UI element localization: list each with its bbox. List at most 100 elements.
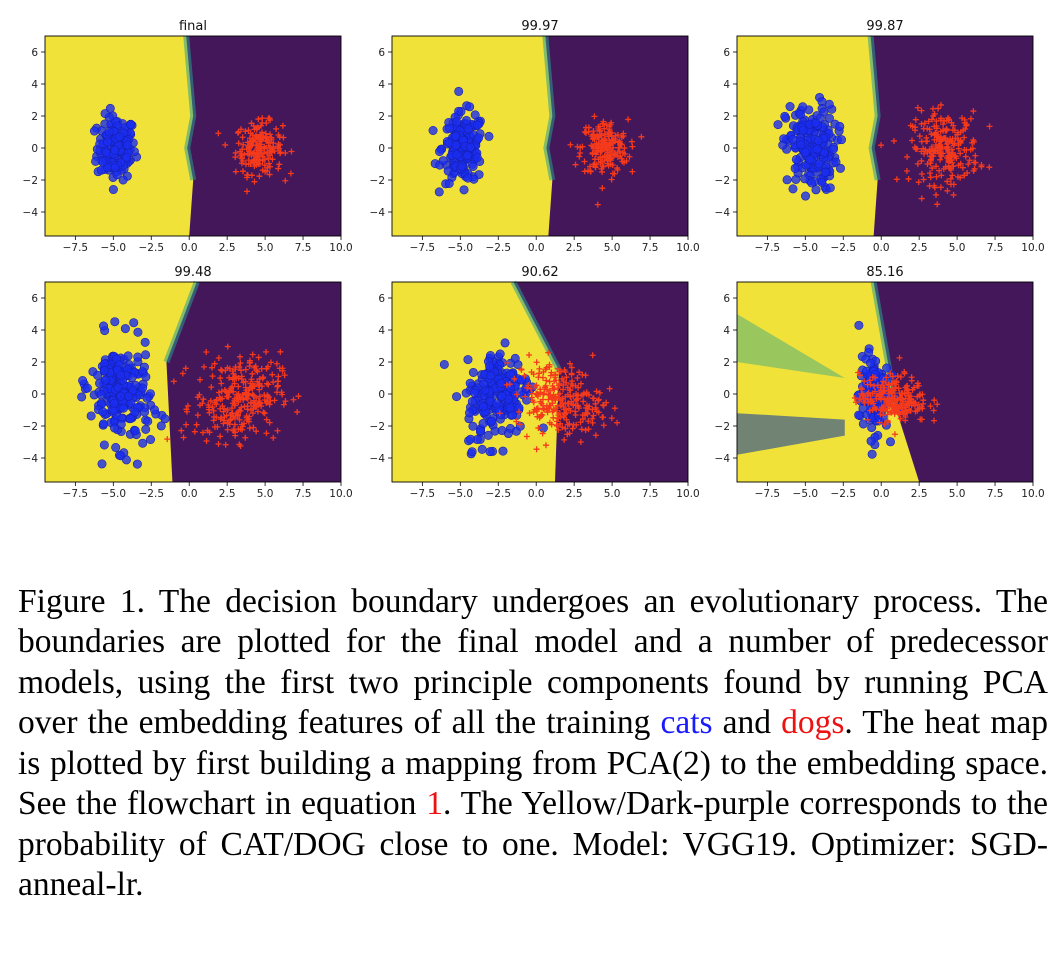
dog-point bbox=[270, 379, 277, 386]
cat-point bbox=[836, 135, 846, 145]
dog-point bbox=[937, 117, 944, 124]
dog-point bbox=[609, 170, 616, 177]
dog-point bbox=[256, 160, 263, 167]
dog-point bbox=[942, 135, 949, 142]
dog-point bbox=[574, 392, 581, 399]
dog-point bbox=[254, 124, 261, 131]
dog-point bbox=[927, 174, 934, 181]
dog-point bbox=[215, 130, 222, 137]
caption-equation-ref[interactable]: 1 bbox=[426, 785, 444, 822]
dog-point bbox=[221, 413, 228, 420]
dog-point bbox=[555, 426, 562, 433]
dog-point bbox=[210, 417, 217, 424]
cat-point bbox=[126, 120, 136, 130]
y-tick-label: 6 bbox=[723, 47, 730, 59]
dog-point bbox=[245, 146, 252, 153]
dog-point bbox=[546, 402, 553, 409]
cat-point bbox=[465, 378, 475, 388]
cat-point bbox=[108, 185, 118, 195]
dog-point bbox=[238, 373, 245, 380]
dog-point bbox=[228, 416, 235, 423]
dog-point bbox=[213, 414, 220, 421]
cat-point bbox=[98, 407, 108, 417]
dog-point bbox=[266, 171, 273, 178]
dog-point bbox=[972, 152, 979, 159]
dog-point bbox=[954, 129, 961, 136]
dog-point bbox=[217, 416, 224, 423]
scatter-points bbox=[773, 92, 993, 208]
dog-point bbox=[274, 378, 281, 385]
subplot-6: 85.16 −7.5 −5.0 −2.5 0.0 2.5 5.0 7.5 10.0 6 4 2 0 −2 −… bbox=[715, 265, 1045, 500]
dog-point bbox=[563, 409, 570, 416]
dog-point bbox=[236, 416, 243, 423]
dog-point bbox=[237, 443, 244, 450]
x-tick-label: 5.0 bbox=[604, 488, 621, 500]
dog-point bbox=[273, 360, 280, 367]
dog-point bbox=[233, 391, 240, 398]
cat-point bbox=[796, 140, 806, 150]
subplot-canvas: 90.62 −7.5 −5.0 −2.5 0.0 2.5 5.0 7.5 10.0 6 4 2 0 −2 −… bbox=[370, 265, 700, 500]
cat-point bbox=[133, 352, 143, 362]
cat-point bbox=[96, 390, 106, 400]
dog-point bbox=[244, 172, 251, 179]
dog-point bbox=[248, 376, 255, 383]
cat-point bbox=[780, 111, 790, 121]
dog-point bbox=[590, 134, 597, 141]
dog-point bbox=[577, 380, 584, 387]
dog-point bbox=[596, 128, 603, 135]
dog-point bbox=[930, 105, 937, 112]
cat-point bbox=[788, 184, 798, 194]
dog-point bbox=[879, 381, 886, 388]
dog-point bbox=[589, 352, 596, 359]
dog-point bbox=[933, 163, 940, 170]
dog-point bbox=[236, 407, 243, 414]
dog-point bbox=[931, 110, 938, 117]
dog-point bbox=[219, 395, 226, 402]
decision-boundary bbox=[510, 280, 562, 372]
cat-point bbox=[100, 109, 110, 119]
dog-point bbox=[243, 413, 250, 420]
dog-point bbox=[265, 160, 272, 167]
cat-point bbox=[885, 437, 895, 447]
cat-point bbox=[858, 419, 868, 429]
cat-point bbox=[143, 416, 153, 426]
x-tick-label: 10.0 bbox=[329, 242, 352, 254]
dog-point bbox=[614, 165, 621, 172]
dog-point bbox=[585, 124, 592, 131]
cat-point bbox=[434, 187, 444, 197]
cat-point bbox=[492, 399, 502, 409]
subplot-title: 99.87 bbox=[866, 19, 903, 34]
subplot-title: 99.97 bbox=[521, 19, 558, 34]
dog-point bbox=[279, 122, 286, 129]
dog-point bbox=[242, 366, 249, 373]
x-tick-label: 2.5 bbox=[911, 242, 928, 254]
figure-caption: Figure 1. The decision boundary undergoe… bbox=[18, 582, 1048, 906]
dog-point bbox=[535, 424, 542, 431]
cat-point bbox=[104, 127, 114, 137]
dog-point bbox=[232, 415, 239, 422]
dog-point bbox=[945, 116, 952, 123]
dog-point bbox=[885, 390, 892, 397]
dog-point bbox=[223, 388, 230, 395]
dog-point bbox=[264, 363, 271, 370]
dog-point bbox=[619, 158, 626, 165]
heatmap-streak bbox=[737, 413, 845, 455]
x-tick-label: 7.5 bbox=[295, 242, 312, 254]
dog-point bbox=[208, 384, 215, 391]
dog-point bbox=[927, 403, 934, 410]
cat-point bbox=[470, 388, 480, 398]
dog-point bbox=[217, 433, 224, 440]
dog-point bbox=[215, 389, 222, 396]
dog-point bbox=[204, 427, 211, 434]
cat-point bbox=[435, 147, 445, 157]
dog-point bbox=[248, 399, 255, 406]
dog-point bbox=[929, 116, 936, 123]
cat-point bbox=[477, 444, 487, 454]
dog-point bbox=[279, 391, 286, 398]
dog-point bbox=[912, 116, 919, 123]
dog-point bbox=[193, 421, 200, 428]
scatter-points bbox=[428, 86, 645, 208]
cat-point bbox=[468, 421, 478, 431]
dog-point bbox=[594, 201, 601, 208]
axes-frame bbox=[736, 281, 1034, 483]
